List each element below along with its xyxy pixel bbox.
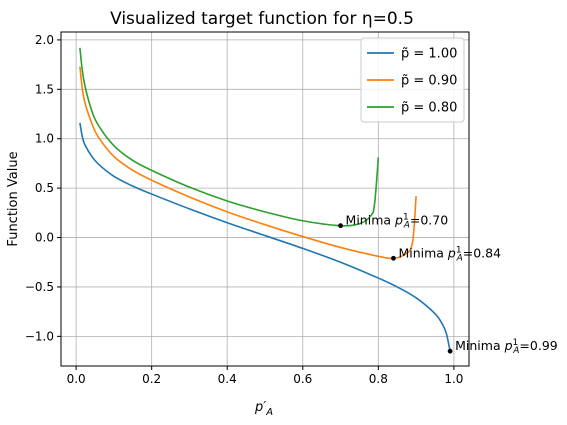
x-axis-label-subscript: A [265,407,273,418]
y-tick-label: 1.0 [35,132,54,146]
minimum-point [391,255,396,261]
legend-label: p̃ = 0.80 [401,101,457,116]
series-lines [79,47,451,352]
y-tick-label: 0.0 [35,231,54,245]
minimum-point [338,223,343,229]
minimum-label: Minima p1 A=0.84 [398,245,501,263]
legend: p̃ = 1.00 p̃ = 0.90 p̃ = 0.80 [360,37,465,123]
annotations: Minima p1 A=0.70 Minima p1 A=0.84 Minima p1 A… [338,213,558,356]
y-tick-label: −0.5 [25,280,54,294]
series-line [79,66,417,260]
y-axis-label: Function Value [6,151,21,246]
x-tick-label: 0.8 [369,372,388,386]
x-tick-label: 0.0 [67,372,86,386]
series-line [79,122,451,352]
series-line [79,47,380,227]
legend-label: p̃ = 1.00 [401,47,457,62]
x-tick-label: 0.6 [293,372,312,386]
legend-box [360,37,465,123]
x-axis-label-text: p′A [254,400,273,418]
minimum-label: Minima p1 A=0.70 [346,213,449,231]
y-tick-label: 2.0 [35,33,54,47]
x-axis-label: p′A [254,400,273,418]
minimum-label: Minima p1 A=0.99 [455,338,558,356]
plot-frame [60,31,470,367]
y-tick-label: 0.5 [35,181,54,195]
chart-title: Visualized target function for η=0.5 [110,9,414,29]
y-tick-label: −1.0 [25,329,54,343]
y-tick-label: 1.5 [35,82,54,96]
legend-label: p̃ = 0.90 [401,74,457,89]
x-tick-label: 0.2 [142,372,161,386]
minimum-point [447,348,453,354]
axis-ticks: 0.0 0.2 0.4 0.6 0.8 1.0 −1.0 −0.5 0.0 0.5 1.0 1.5 2.… [25,33,464,386]
x-tick-label: 1.0 [444,372,463,386]
x-tick-label: 0.4 [218,372,237,386]
